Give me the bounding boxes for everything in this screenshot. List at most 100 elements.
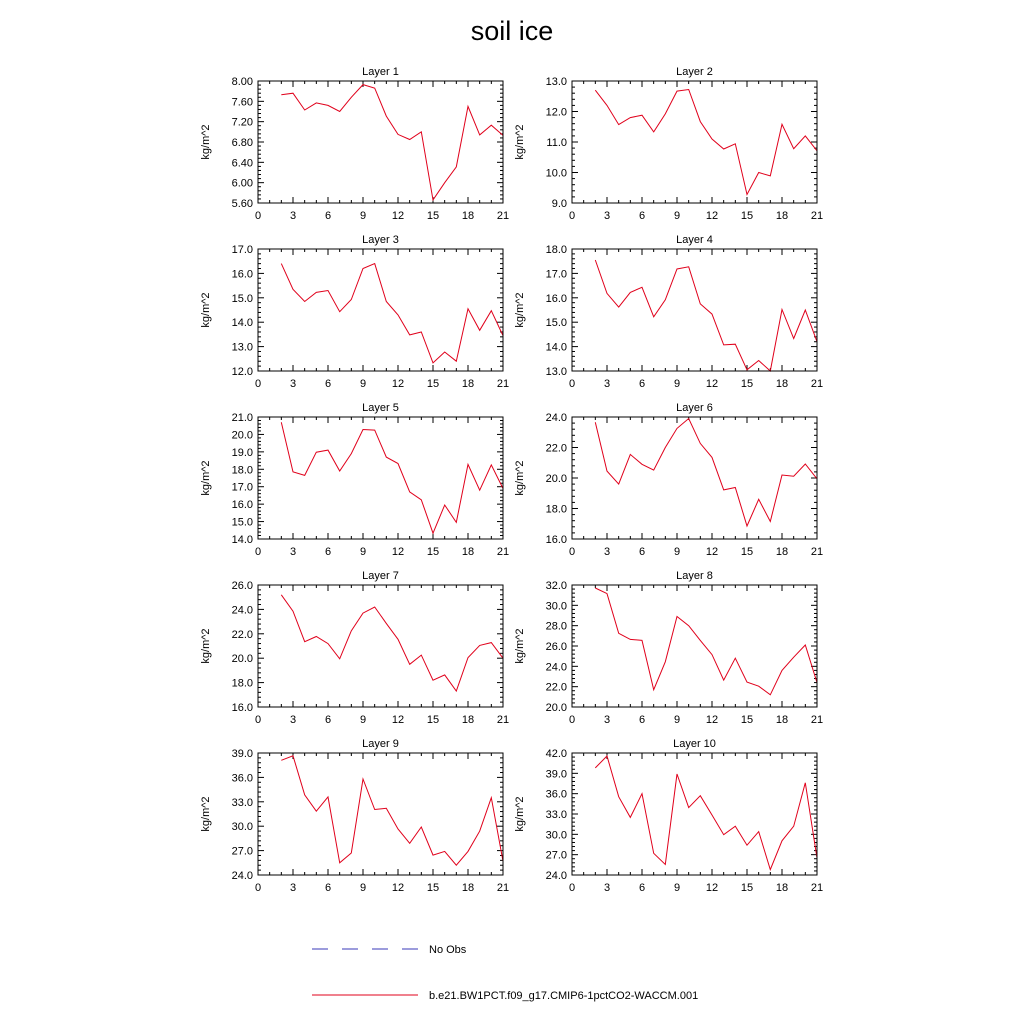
x-tick-label: 3 xyxy=(290,378,296,390)
x-tick-label: 3 xyxy=(290,882,296,894)
plot-frame xyxy=(571,248,818,372)
y-tick-label: 36.0 xyxy=(232,772,253,784)
x-tick-label: 18 xyxy=(462,882,474,894)
panel-title: Layer 9 xyxy=(362,738,399,750)
y-tick-label: 26.0 xyxy=(546,641,567,653)
y-tick-label: 27.0 xyxy=(232,846,253,858)
y-tick-label: 32.0 xyxy=(546,580,567,592)
panel-layer-2: Layer 2 kg/m^2 0 3 6 9 12 15 18 21 9.0 10.0 11.0 12.0… xyxy=(514,66,823,222)
x-tick-label: 18 xyxy=(776,210,788,222)
y-tick-label: 30.0 xyxy=(546,829,567,841)
x-tick-label: 9 xyxy=(360,378,366,390)
panel-title: Layer 8 xyxy=(676,570,713,582)
series-line xyxy=(281,84,504,202)
y-tick-label: 16.0 xyxy=(232,268,253,280)
y-tick-label: 16.0 xyxy=(546,534,567,546)
y-tick-label: 30.0 xyxy=(232,821,253,833)
figure-title: soil ice xyxy=(470,16,554,46)
x-tick-label: 0 xyxy=(255,378,261,390)
x-tick-label: 9 xyxy=(360,714,366,726)
panel-layer-3: Layer 3 kg/m^2 0 3 6 9 12 15 18 21 12.0 13.0 14.0 15.… xyxy=(200,234,509,390)
x-tick-label: 3 xyxy=(604,882,610,894)
x-tick-label: 15 xyxy=(741,210,753,222)
y-tick-label: 12.0 xyxy=(546,107,567,119)
panel-layer-1: Layer 1 kg/m^2 0 3 6 9 12 15 18 21 5.60 6.00 6.40 6.8… xyxy=(200,66,509,222)
y-tick-label: 18.0 xyxy=(546,244,567,256)
y-tick-label: 17.0 xyxy=(232,482,253,494)
y-tick-label: 17.0 xyxy=(546,268,567,280)
x-tick-label: 15 xyxy=(427,714,439,726)
panel-title: Layer 6 xyxy=(676,402,713,414)
y-axis-label: kg/m^2 xyxy=(514,628,526,663)
y-tick-label: 16.0 xyxy=(546,293,567,305)
y-tick-label: 15.0 xyxy=(232,293,253,305)
x-tick-label: 0 xyxy=(255,210,261,222)
y-axis-label: kg/m^2 xyxy=(200,796,212,831)
x-tick-label: 21 xyxy=(497,546,509,558)
x-tick-label: 9 xyxy=(674,546,680,558)
y-tick-label: 7.60 xyxy=(232,96,253,108)
x-tick-label: 18 xyxy=(462,378,474,390)
series-line xyxy=(280,422,504,535)
y-axis-label: kg/m^2 xyxy=(514,124,526,159)
legend-model-label: b.e21.BW1PCT.f09_g17.CMIP6-1pctCO2-WACCM… xyxy=(429,990,698,1002)
x-tick-label: 6 xyxy=(639,714,645,726)
plot-frame xyxy=(571,416,818,540)
x-tick-label: 21 xyxy=(811,210,823,222)
x-tick-label: 6 xyxy=(639,210,645,222)
y-tick-label: 24.0 xyxy=(232,604,253,616)
x-tick-label: 15 xyxy=(427,210,439,222)
y-tick-label: 13.0 xyxy=(546,76,567,88)
x-tick-label: 3 xyxy=(604,378,610,390)
x-tick-label: 0 xyxy=(255,714,261,726)
y-tick-label: 24.0 xyxy=(546,412,567,424)
x-tick-label: 9 xyxy=(674,882,680,894)
y-tick-label: 13.0 xyxy=(232,342,253,354)
y-tick-label: 6.00 xyxy=(232,178,253,190)
x-tick-label: 9 xyxy=(674,210,680,222)
y-tick-label: 7.20 xyxy=(232,117,253,129)
y-tick-label: 11.0 xyxy=(546,137,567,149)
y-axis-label: kg/m^2 xyxy=(200,124,212,159)
x-tick-label: 9 xyxy=(360,546,366,558)
panel-layer-6: Layer 6 kg/m^2 0 3 6 9 12 15 18 21 16.0 18.0 20.0 22.… xyxy=(514,402,823,558)
y-tick-label: 16.0 xyxy=(232,499,253,511)
x-tick-label: 21 xyxy=(497,378,509,390)
panel-title: Layer 1 xyxy=(362,66,399,78)
y-tick-label: 22.0 xyxy=(546,443,567,455)
x-tick-label: 0 xyxy=(569,546,575,558)
x-tick-label: 18 xyxy=(776,714,788,726)
y-tick-label: 24.0 xyxy=(546,661,567,673)
x-tick-label: 18 xyxy=(462,546,474,558)
x-tick-label: 12 xyxy=(392,210,404,222)
x-tick-label: 21 xyxy=(811,714,823,726)
x-tick-label: 0 xyxy=(569,882,575,894)
y-tick-label: 20.0 xyxy=(546,702,567,714)
x-tick-label: 6 xyxy=(639,882,645,894)
x-tick-label: 15 xyxy=(741,378,753,390)
y-tick-label: 39.0 xyxy=(546,768,567,780)
plot-frame xyxy=(257,752,504,876)
x-tick-label: 12 xyxy=(706,714,718,726)
x-tick-label: 15 xyxy=(741,714,753,726)
y-axis-label: kg/m^2 xyxy=(514,292,526,327)
series-line xyxy=(594,755,818,872)
y-tick-label: 17.0 xyxy=(232,244,253,256)
x-tick-label: 6 xyxy=(325,882,331,894)
y-tick-label: 14.0 xyxy=(232,534,253,546)
y-axis-label: kg/m^2 xyxy=(200,292,212,327)
y-tick-label: 18.0 xyxy=(546,504,567,516)
y-axis-label: kg/m^2 xyxy=(514,796,526,831)
legend: No Obs b.e21.BW1PCT.f09_g17.CMIP6-1pctCO… xyxy=(312,944,698,1002)
panel-title: Layer 5 xyxy=(362,402,399,414)
y-tick-label: 20.0 xyxy=(546,473,567,485)
x-tick-label: 3 xyxy=(604,210,610,222)
panel-title: Layer 7 xyxy=(362,570,399,582)
x-tick-label: 12 xyxy=(706,210,718,222)
x-tick-label: 15 xyxy=(427,378,439,390)
plot-frame xyxy=(257,80,504,204)
y-tick-label: 15.0 xyxy=(546,317,567,329)
y-tick-label: 36.0 xyxy=(546,789,567,801)
y-tick-label: 22.0 xyxy=(546,682,567,694)
y-tick-label: 28.0 xyxy=(546,621,567,633)
